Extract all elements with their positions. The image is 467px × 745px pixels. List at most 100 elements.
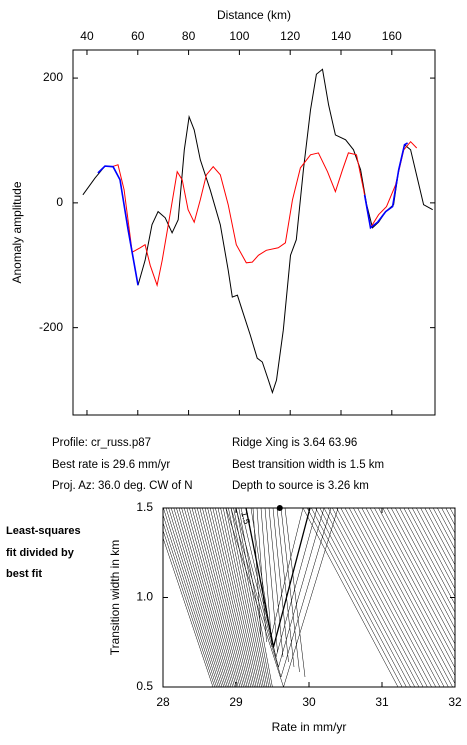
contour-line	[348, 508, 445, 687]
y-tick-label: 1.5	[136, 500, 153, 514]
x-tick-label: 29	[229, 695, 243, 709]
contour-line	[235, 508, 325, 668]
contour-line	[165, 508, 223, 687]
series-line	[111, 140, 418, 288]
side-note: Least-squares	[6, 525, 81, 537]
contour-line	[168, 508, 225, 687]
contour-line	[437, 508, 455, 542]
contour-line	[344, 508, 441, 687]
contour-line	[382, 508, 455, 645]
contour-line	[217, 508, 259, 687]
contour-line	[212, 508, 255, 687]
x-tick-label: 32	[448, 695, 462, 709]
contour-lines	[163, 508, 455, 687]
contour-line	[272, 508, 289, 663]
contour-line	[315, 508, 411, 687]
contour-line	[215, 508, 257, 687]
x-tick-label: 31	[375, 695, 389, 709]
y-tick-label: 0.5	[136, 679, 153, 693]
info-text: Profile: cr_russ.p87	[52, 437, 151, 449]
x-tick-label: 40	[80, 29, 94, 43]
contour-line	[399, 508, 455, 613]
contour-line	[238, 508, 273, 687]
contour-line	[319, 508, 416, 687]
contour-line	[357, 508, 453, 687]
contour-line	[228, 508, 266, 687]
contour-line	[260, 508, 273, 648]
contour-line	[374, 508, 455, 661]
contour-line	[327, 508, 424, 687]
contour-line	[284, 508, 306, 678]
contour-line	[268, 508, 284, 658]
contour-line	[230, 508, 268, 687]
plot-frame	[72, 49, 436, 416]
contour-line	[204, 508, 250, 687]
contour-line	[194, 508, 243, 687]
contour-line	[407, 508, 455, 598]
info-text: Ridge Xing is 3.64 63.96	[232, 437, 357, 449]
contour-line	[233, 508, 270, 687]
contour-line	[369, 508, 455, 669]
contour-line	[432, 508, 455, 550]
contour-line	[416, 508, 455, 582]
contour-line	[189, 508, 239, 687]
y-axis-title: Transition width in km	[108, 540, 122, 656]
y-axis-title: Anomaly amplitude	[10, 181, 24, 283]
contour-line	[207, 508, 252, 687]
info-text: Best transition width is 1.5 km	[232, 459, 384, 471]
contour-line	[225, 508, 264, 687]
contour-line	[178, 508, 232, 687]
contour-line	[386, 508, 455, 637]
contour-line	[163, 529, 216, 687]
contour-line	[196, 508, 244, 687]
contour-line	[353, 508, 449, 687]
contour-line	[403, 508, 455, 606]
series-line	[97, 142, 409, 286]
contour-line	[163, 514, 219, 687]
x-tick-label: 28	[156, 695, 170, 709]
contour-line	[220, 508, 261, 687]
x-tick-label: 160	[382, 29, 402, 43]
side-note: fit divided by	[6, 547, 75, 559]
y-tick-label: 200	[43, 70, 63, 84]
contour-line	[428, 508, 455, 558]
contour-line	[390, 508, 455, 629]
info-text: Depth to source is 3.26 km	[232, 480, 369, 492]
contour-line	[186, 508, 237, 687]
contour-line	[163, 537, 214, 687]
info-text: Best rate is 29.6 mm/yr	[52, 459, 170, 471]
contour-line	[336, 508, 432, 687]
contour-line	[183, 508, 235, 687]
info-text: Proj. Az: 36.0 deg. CW of N	[52, 480, 193, 492]
x-axis-title: Rate in mm/yr	[272, 720, 347, 734]
contour-line	[191, 508, 241, 687]
contour-line	[170, 508, 226, 687]
x-tick-label: 60	[131, 29, 145, 43]
contour-line	[209, 508, 253, 687]
y-tick-label: 0	[56, 195, 63, 209]
contour-line	[323, 508, 420, 687]
contour-line	[311, 508, 407, 687]
contour-line	[163, 521, 217, 687]
contour-line	[361, 508, 455, 685]
side-note: best fit	[6, 568, 42, 580]
contour-line	[411, 508, 455, 590]
y-tick-label: -200	[39, 320, 63, 334]
contour-line	[420, 508, 455, 574]
y-tick-label: 1.0	[136, 590, 153, 604]
x-tick-label: 120	[280, 29, 300, 43]
contour-line	[181, 508, 234, 687]
contour-line	[230, 508, 332, 678]
contour-line	[235, 508, 271, 687]
x-tick-label: 30	[302, 695, 316, 709]
x-tick-label: 140	[331, 29, 351, 43]
series-line	[82, 68, 433, 395]
x-tick-label: 100	[229, 29, 249, 43]
x-tick-label: 80	[182, 29, 196, 43]
contour-label: 1.5	[239, 510, 252, 525]
contour-line	[306, 508, 403, 687]
contour-line	[332, 508, 428, 687]
contour-line	[395, 508, 455, 621]
contour-line	[340, 508, 437, 687]
